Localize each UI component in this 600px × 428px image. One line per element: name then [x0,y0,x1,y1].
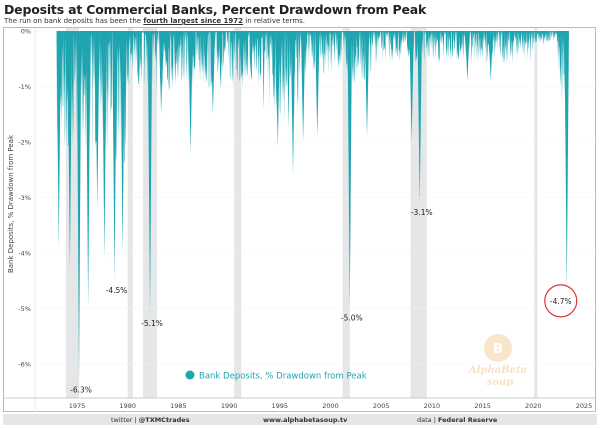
svg-text:AlphaBeta: AlphaBeta [468,365,527,376]
drawdown-spike [210,31,216,115]
y-tick-label: 0% [21,28,31,36]
drawdown-spike [417,31,422,204]
drawdown-spike [102,31,107,259]
drawdown-spike [564,31,569,292]
annotation-label: -4.5% [106,286,128,295]
y-tick-labels: 0% -1% -2% -3% -4% -5% -6% [18,28,31,369]
drawdown-spike [488,31,493,81]
drawdown-spike [347,31,352,309]
subtitle-emphasis: fourth largest since 1972 [143,17,244,25]
y-tick-label: -3% [18,194,31,202]
annotation-label: -4.7% [550,297,572,306]
svg-text:B: B [493,342,503,357]
drawdown-spike [275,31,280,148]
x-tick-label: 1975 [69,402,86,410]
recession-band [234,28,242,398]
chart-frame [3,27,596,412]
chart-title: Deposits at Commercial Banks, Percent Dr… [4,2,427,17]
legend-marker [185,370,195,380]
svg-text:soup: soup [487,377,514,388]
x-tick-label: 2015 [474,402,491,410]
drawdown-spike [112,31,117,281]
recession-band [534,28,538,398]
recession-band [127,28,133,398]
annotation-label: -6.3% [70,386,92,395]
drawdown-spike [315,31,320,137]
subtitle-text-end: in relative terms. [243,17,306,25]
highlight-circle [544,284,578,318]
drawdown-spike [300,31,306,142]
x-tick-label: 1990 [221,402,238,410]
drawdown-spike [76,31,82,381]
x-tick-label: 2000 [322,402,339,410]
drawdown-area [56,31,567,164]
drawdown-spike [465,31,470,81]
twitter-handle[interactable]: @TXMCtrades [138,416,190,424]
recession-band [410,28,427,398]
drawdown-spike [409,31,414,142]
recession-band [342,28,350,398]
x-tick-label: 2005 [373,402,390,410]
drawdown-spike [85,31,91,309]
y-tick-label: -5% [18,305,31,313]
y-tick-label: -4% [18,250,31,258]
drawdown-spike [158,31,164,115]
footer-bar: twitter | @TXMCtrades www.alphabetasoup.… [3,414,597,425]
footer-twitter: twitter | @TXMCtrades [111,416,190,424]
y-axis-title: Bank Deposits, % Drawdown from Peak [7,134,15,274]
x-tick-label: 2010 [424,402,441,410]
x-tick-label: 2020 [525,402,542,410]
drawdown-spike [120,31,125,253]
drawdown-spike [67,31,73,270]
drawdown-spike [56,31,61,248]
x-tick-labels: 1975 1980 1985 1990 1995 2000 2005 2010 2015 2020… [69,402,593,410]
data-label: data | [417,416,438,424]
y-tick-label: -6% [18,361,31,369]
legend: Bank Deposits, % Drawdown from Peak [185,370,367,382]
x-tick-label: 2025 [576,402,593,410]
annotation-label: -3.1% [411,208,433,217]
legend-label: Bank Deposits, % Drawdown from Peak [199,372,367,382]
y-tick-label: -1% [18,83,31,91]
x-tick-label: 1985 [170,402,187,410]
annotation-label: -5.0% [341,314,363,323]
footer-data-source: data | Federal Reserve [417,416,497,424]
drawdown-spike [95,31,100,209]
twitter-label: twitter | [111,416,139,424]
watermark-logo: B AlphaBeta soup [468,334,527,388]
drawdown-spike [188,31,193,154]
subtitle-text: The run on bank deposits has been the [4,17,144,25]
annotations: -6.3% -4.5% -5.1% -5.0% -3.1% -4.7% [70,208,578,395]
footer-website[interactable]: www.alphabetasoup.tv [263,416,348,424]
x-tick-label: 1980 [119,402,136,410]
data-source: Federal Reserve [437,416,498,424]
drawdown-spikes [56,31,569,381]
x-tick-label: 1995 [272,402,289,410]
chart-subtitle: The run on bank deposits has been the fo… [4,17,305,25]
y-tick-label: -2% [18,139,31,147]
recession-bands [65,28,538,398]
drawdown-spike [364,31,370,137]
drawdown-spike [147,31,153,315]
drawdown-spike [290,31,296,176]
annotation-label: -5.1% [141,319,163,328]
